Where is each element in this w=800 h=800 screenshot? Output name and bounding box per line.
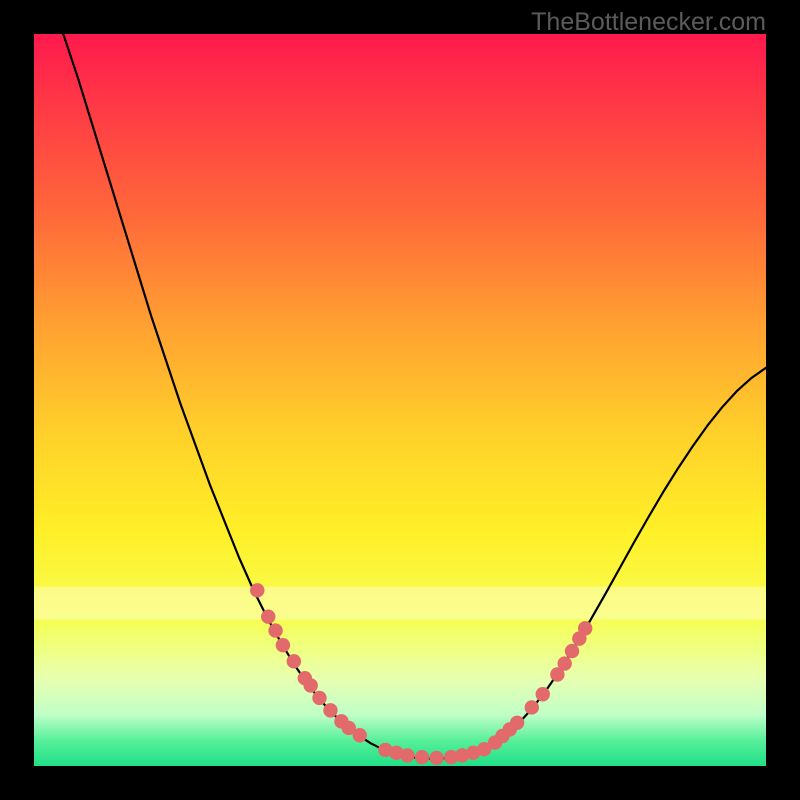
plot-gradient-background — [34, 34, 766, 766]
chart-stage: TheBottlenecker.com — [0, 0, 800, 800]
watermark-text: TheBottlenecker.com — [531, 8, 766, 37]
